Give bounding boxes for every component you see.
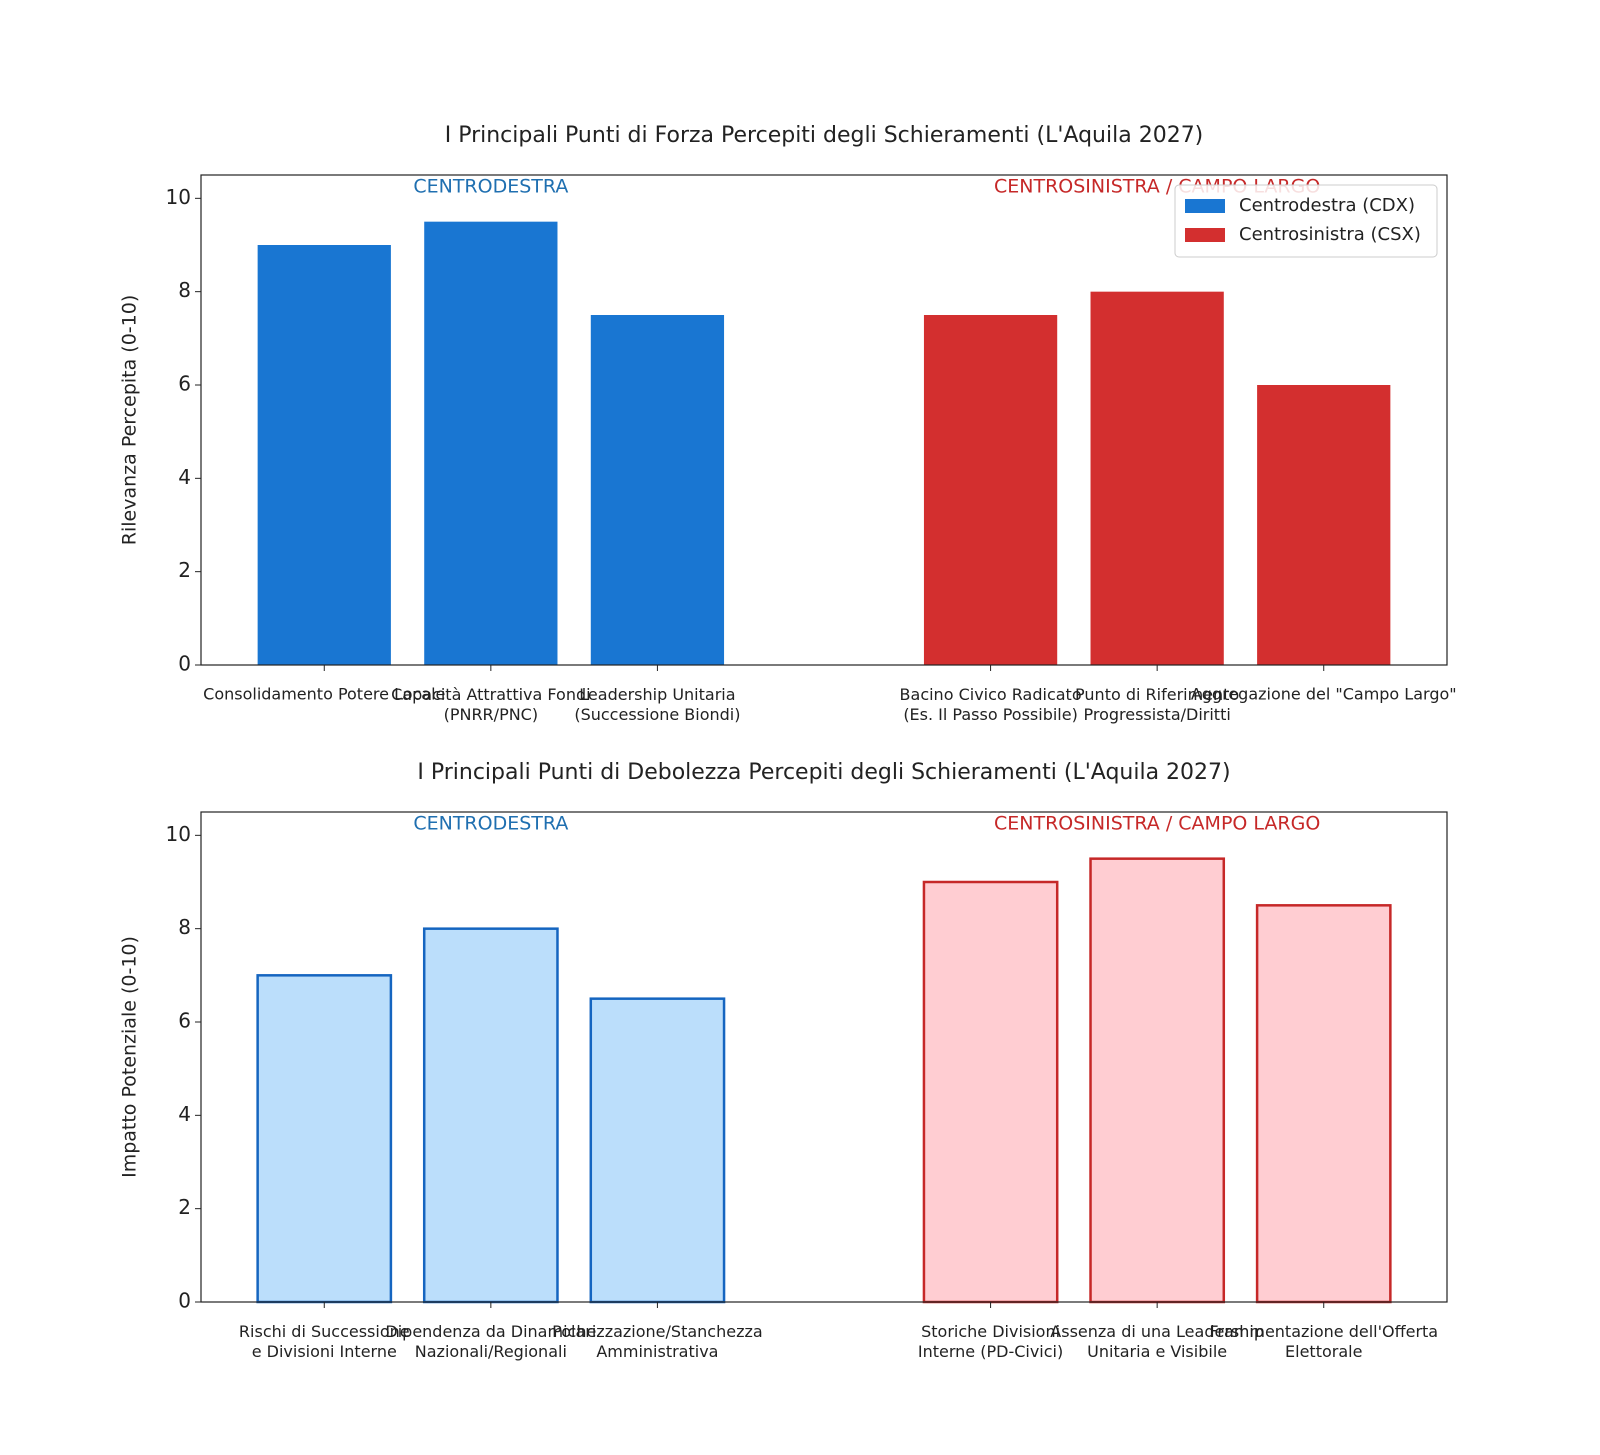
y-tick-label: 6 <box>178 372 191 396</box>
x-tick-label: Polarizzazione/Stanchezza Amministrativa <box>552 1322 763 1361</box>
y-tick-label: 0 <box>178 1289 191 1313</box>
y-tick-label: 10 <box>166 185 191 209</box>
legend-box <box>1174 184 1438 258</box>
legend-swatch <box>1185 228 1225 242</box>
bar <box>1257 385 1391 665</box>
y-tick-label: 2 <box>178 1195 191 1219</box>
y-tick-label: 10 <box>166 822 191 846</box>
x-tick-label: Assenza di una Leadership Unitaria e Visi… <box>1050 1322 1264 1361</box>
bar <box>257 245 391 665</box>
plot-frame <box>200 811 1448 1303</box>
x-tick-label: Dipendenza da Dinamiche Nazionali/Regiona… <box>385 1322 596 1361</box>
legend-label: Centrodestra (CDX) <box>1239 195 1415 216</box>
chart-title: I Principali Punti di Forza Percepiti de… <box>445 123 1204 148</box>
y-tick-label: 2 <box>178 558 191 582</box>
y-tick-label: 4 <box>178 1102 191 1126</box>
bar <box>923 315 1058 665</box>
chart-title: I Principali Punti di Debolezza Percepit… <box>417 760 1230 785</box>
y-tick-label: 6 <box>178 1009 191 1033</box>
bar <box>589 997 726 1304</box>
x-tick-label: Leadership Unitaria (Successione Biondi) <box>574 685 740 724</box>
x-tick-label: Punto di Riferimento Progressista/Diritti <box>1075 685 1239 724</box>
bar <box>256 974 393 1304</box>
x-tick-label: Frammentazione dell'Offerta Elettorale <box>1209 1322 1438 1361</box>
y-tick-label: 4 <box>178 465 191 489</box>
x-tick-label: Capacità Attrattiva Fondi (PNRR/PNC) <box>391 685 590 724</box>
x-tick-label: Consolidamento Potere Locale <box>203 685 445 704</box>
bar <box>1089 857 1226 1304</box>
legend-label: Centrosinistra (CSX) <box>1239 224 1421 245</box>
plot-frame <box>200 174 1448 666</box>
bar <box>422 927 559 1304</box>
y-tick-label: 8 <box>178 278 191 302</box>
y-tick-label: 8 <box>178 915 191 939</box>
annotation: CENTROSINISTRA / CAMPO LARGO <box>994 813 1320 835</box>
x-tick-label: Bacino Civico Radicato (Es. Il Passo Poss… <box>900 685 1082 724</box>
y-axis-label: Impatto Potenziale (0-10) <box>119 936 141 1178</box>
annotation: CENTRODESTRA <box>413 813 568 835</box>
y-axis-label: Rilevanza Percepita (0-10) <box>119 295 141 545</box>
bar <box>1090 291 1224 665</box>
bar <box>590 315 725 665</box>
y-tick-label: 0 <box>178 652 191 676</box>
legend-swatch <box>1185 199 1225 213</box>
annotation: CENTRODESTRA <box>413 176 568 198</box>
x-tick-label: Rischi di Successione e Divisioni Interne <box>239 1322 410 1361</box>
bar <box>1255 904 1392 1304</box>
x-tick-label: Aggregazione del "Campo Largo" <box>1191 685 1457 704</box>
x-tick-label: Storiche Divisioni Interne (PD-Civici) <box>918 1322 1063 1361</box>
bar <box>424 221 558 665</box>
bar <box>922 880 1059 1304</box>
